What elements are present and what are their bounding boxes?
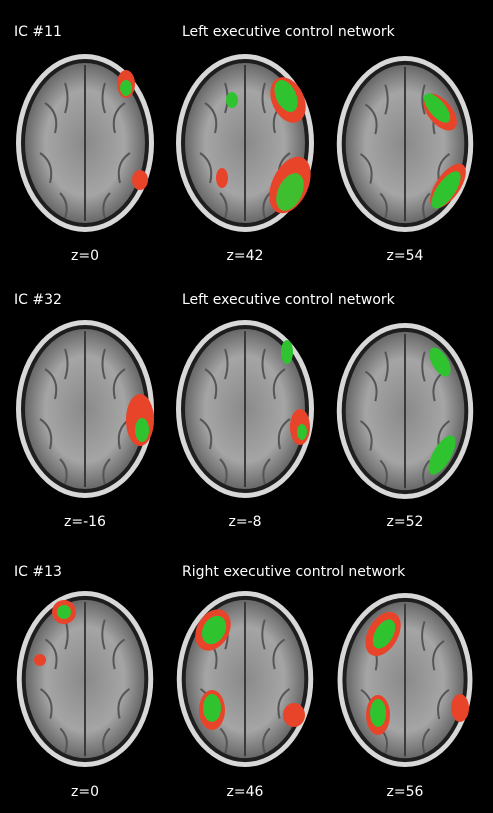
network-title: Left executive control network <box>182 24 396 40</box>
network-title: Right executive control network <box>182 564 406 580</box>
slice-label: z=-8 <box>228 514 261 530</box>
slice-label: z=0 <box>71 784 99 800</box>
slice-label: z=-16 <box>64 514 106 530</box>
page: {"panels": [ {"ic": "IC #11", "network":… <box>0 0 493 809</box>
network-title: Left executive control network <box>182 292 396 308</box>
slice-label: z=54 <box>387 248 424 264</box>
panel-label: IC #32 <box>14 292 62 308</box>
slice-label: z=52 <box>387 514 424 530</box>
slice-label: z=42 <box>227 248 264 264</box>
panel-label: IC #11 <box>14 24 62 40</box>
slice-label: z=46 <box>227 784 264 800</box>
figure: IC #11 Left executive control network z=0 z… <box>0 0 493 809</box>
slice-label: z=56 <box>387 784 424 800</box>
brain-slices <box>16 54 473 767</box>
panel-label: IC #13 <box>14 564 62 580</box>
slice-label: z=0 <box>71 248 99 264</box>
